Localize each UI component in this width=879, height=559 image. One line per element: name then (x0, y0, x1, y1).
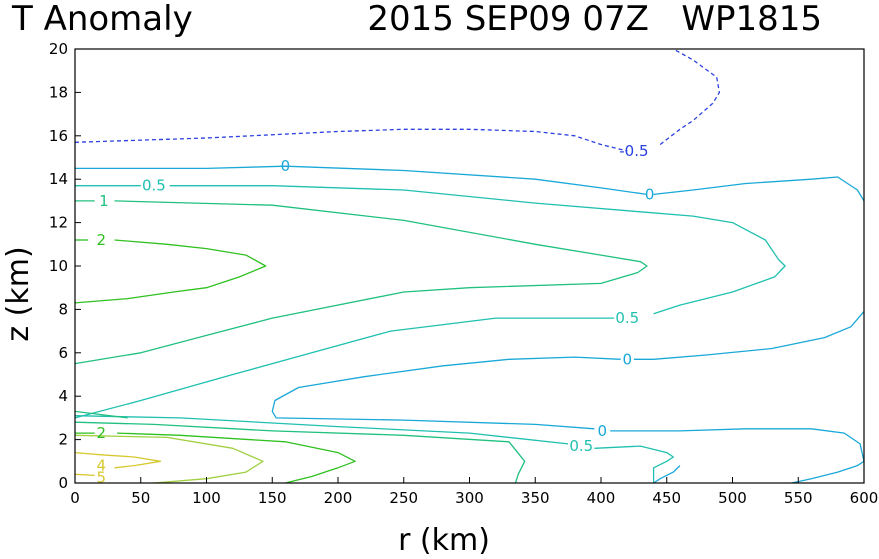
contour-line-level-2 (117, 432, 356, 484)
chart-title-left: T Anomaly (11, 0, 193, 39)
x-tick-label: 550 (784, 489, 813, 507)
contour-line-level-1 (74, 421, 526, 484)
contour-line-level-2 (74, 239, 267, 304)
contour-label: 0 (598, 422, 608, 440)
contour-label: 4 (97, 457, 107, 475)
contour-label: 1 (99, 192, 109, 210)
y-axis-label: z (km) (1, 246, 36, 341)
contour-label: 0.5 (569, 437, 593, 455)
contour-line-level-0 (653, 176, 865, 202)
contour-line-level-0 (633, 311, 865, 360)
y-tick-label: 2 (58, 431, 68, 449)
x-tick-label: 400 (587, 489, 616, 507)
contour-labels: -0.5 0 0 0 0 0.5 0.5 0.5 1 2 2 45 (97, 142, 655, 487)
contour-line-level-1 (74, 410, 128, 419)
y-tick-label: 8 (58, 300, 68, 318)
x-axis-ticks: 0 50 100 150 200 250 300 350 400 450 500 550 600 (70, 477, 878, 507)
contour-line-level-0-5 (169, 185, 786, 315)
chart-title-right: 2015 SEP09 07Z WP1815 (367, 0, 822, 39)
contour-label: -0.5 (619, 142, 648, 160)
contour-line-level--0-5 (74, 128, 628, 152)
contour-label: 2 (97, 424, 107, 442)
contour-line-level-0 (653, 465, 681, 484)
contour-line-level-0-5 (594, 445, 674, 483)
x-tick-label: 600 (850, 489, 879, 507)
x-tick-label: 50 (131, 489, 150, 507)
y-tick-label: 20 (49, 40, 68, 58)
x-axis-label: r (km) (398, 523, 490, 558)
contour-line-level-0-5 (74, 415, 569, 445)
contour-line-level-0 (791, 460, 865, 484)
contour-line-level-4 (74, 473, 95, 477)
x-tick-label: 250 (389, 489, 418, 507)
contour-label: 2 (97, 231, 107, 249)
plot-frame (74, 48, 865, 484)
contour-label: 5 (97, 469, 107, 487)
x-tick-label: 350 (521, 489, 550, 507)
x-tick-label: 450 (652, 489, 681, 507)
x-tick-label: 300 (455, 489, 484, 507)
x-tick-label: 0 (70, 489, 80, 507)
contour-label: 0 (623, 350, 633, 368)
contour-line-level-4 (74, 451, 162, 469)
x-tick-label: 150 (258, 489, 287, 507)
x-tick-label: 200 (324, 489, 353, 507)
contour-line-level-1 (74, 200, 648, 365)
y-tick-label: 0 (58, 474, 68, 492)
contour-lines (74, 48, 865, 484)
contour-line-level-0 (75, 165, 648, 196)
y-axis-ticks: 0 2 4 6 8 10 12 14 16 18 20 (49, 40, 81, 492)
y-tick-label: 10 (49, 257, 68, 275)
contour-label: 0 (281, 157, 291, 175)
contour-label: 0.5 (142, 177, 166, 195)
x-tick-label: 500 (718, 489, 747, 507)
contour-line-level-0-5 (74, 317, 615, 419)
contour-line-level--0-5 (659, 48, 721, 146)
x-tick-label: 100 (192, 489, 221, 507)
contour-line-level-0 (271, 356, 621, 430)
contour-label: 0 (645, 185, 655, 203)
contour-line-level-0 (610, 428, 865, 462)
y-tick-label: 4 (58, 387, 68, 405)
y-tick-label: 16 (49, 127, 68, 145)
y-tick-label: 18 (49, 83, 68, 101)
y-tick-label: 6 (58, 344, 68, 362)
y-tick-label: 12 (49, 214, 68, 232)
contour-label: 0.5 (615, 309, 639, 327)
y-tick-label: 14 (49, 170, 68, 188)
